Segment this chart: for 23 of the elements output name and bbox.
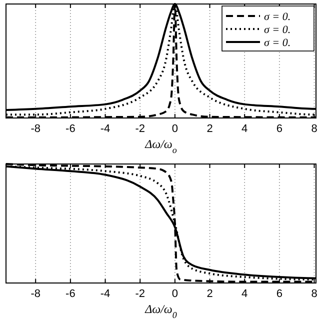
x-tick-label: 8 [311,123,318,135]
x-tick-label: 6 [276,288,282,300]
x-tick-label: -6 [66,288,76,300]
x-tick-label: -6 [66,123,76,135]
legend-label: σ = 0. [264,37,291,49]
x-tick-label: 2 [206,123,213,135]
x-tick-label: -8 [30,288,40,300]
x-tick-label: 0 [172,288,178,300]
x-tick-label: -8 [30,123,40,135]
x-tick-label: -4 [100,288,110,300]
x-tick-label: 4 [242,288,248,300]
x-axis-title: Δω/ω$_{o}$ [144,137,178,155]
x-tick-label: -2 [135,288,145,300]
x-tick-label: 4 [242,123,248,135]
x-axis-title: Δω/ω$_{0}$ [144,302,178,320]
x-tick-label: 6 [276,123,282,135]
x-tick-label: 0 [172,123,178,135]
x-tick-label: 8 [311,288,318,300]
legend-label: σ = 0. [264,24,291,36]
legend-label: σ = 0. [264,11,291,23]
x-tick-label: -4 [100,123,110,135]
x-tick-label: -2 [135,123,145,135]
x-tick-label: 2 [206,288,213,300]
